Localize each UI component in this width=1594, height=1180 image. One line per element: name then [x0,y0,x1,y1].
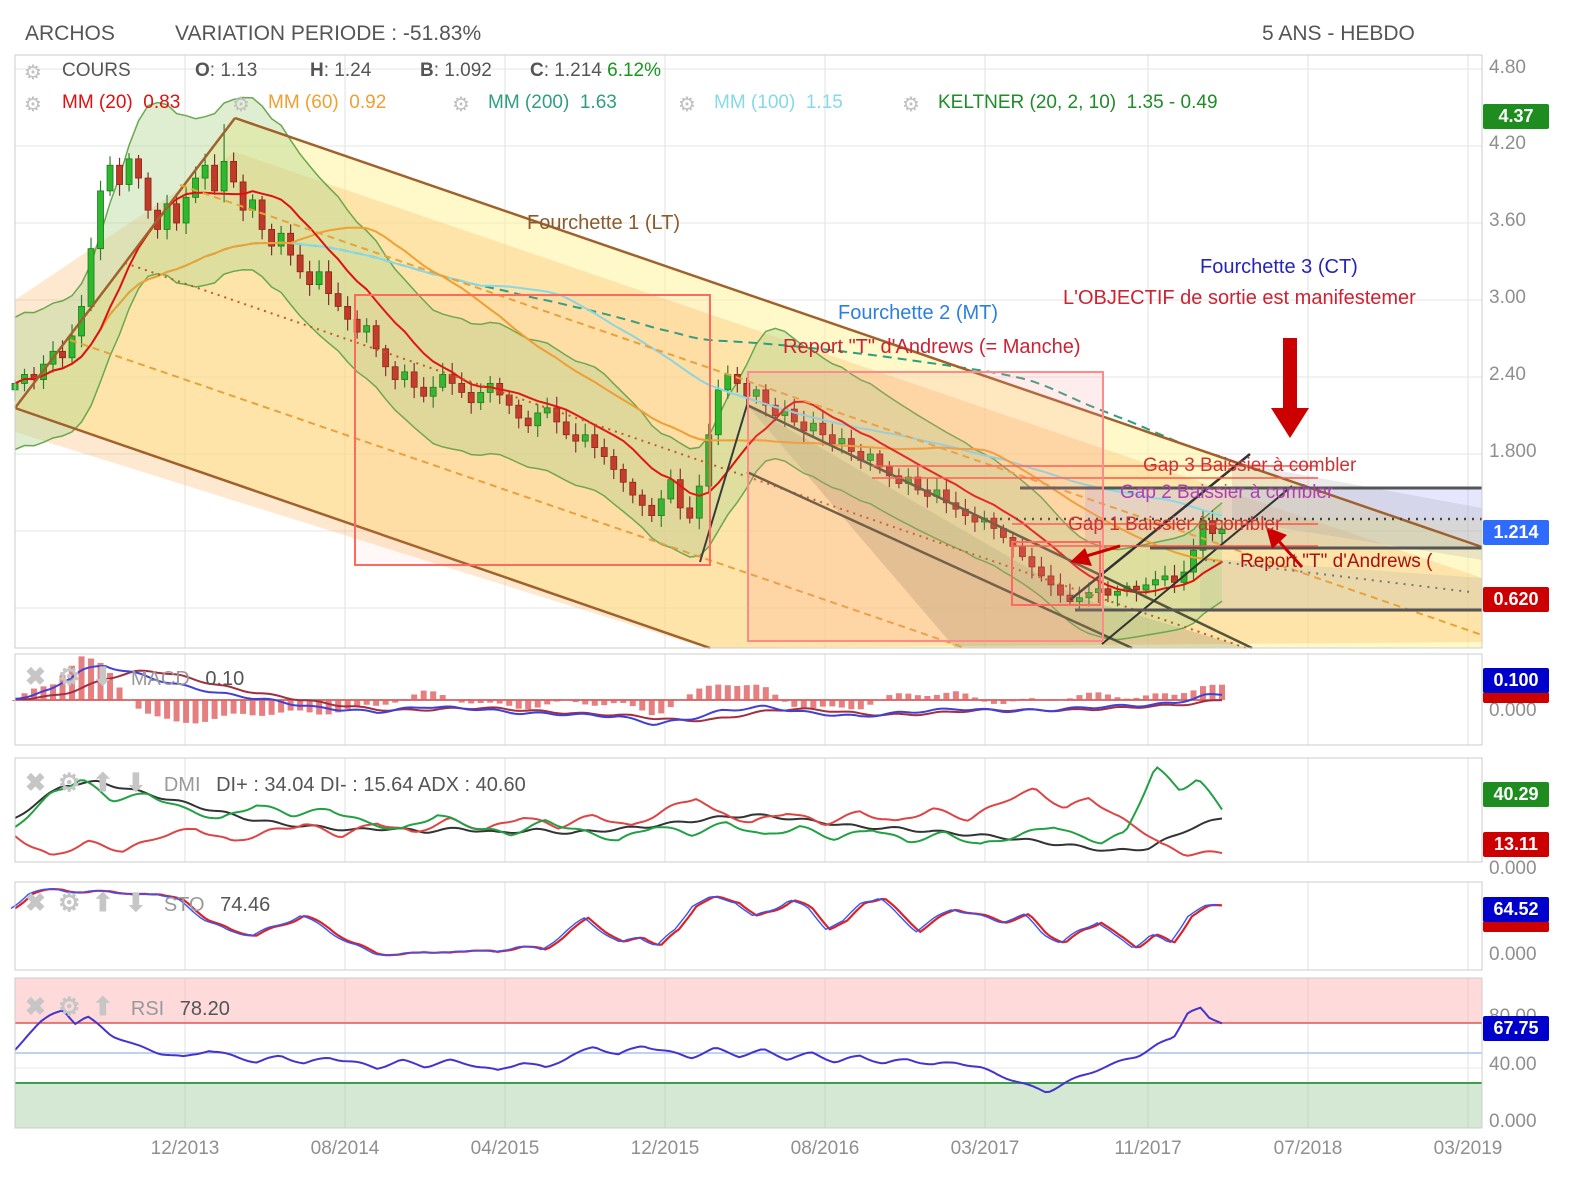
cours-label: COURS [62,60,131,81]
axis-value-label: 0.000 [1489,944,1537,965]
close-value: : 1.214 [543,60,602,81]
value-badge: 1.214 [1483,520,1549,545]
low-value: : 1.092 [433,60,492,81]
x-axis-label: 07/2018 [1273,1138,1343,1159]
open-value: : 1.13 [209,60,258,81]
macd-label: MACD [130,668,190,690]
rsi-arrow-up-icon[interactable]: ⬆ [92,993,114,1021]
high-value: : 1.24 [323,60,372,81]
dmi-close-icon[interactable]: ✖ [25,769,46,797]
mm60-legend: MM (60) 0.92 [268,92,387,113]
macd-value: 0.10 [205,668,245,690]
axis-value-label: 0.000 [1489,1111,1537,1132]
sto-gear-icon[interactable]: ⚙ [57,889,81,917]
sto-panel-header: ✖ ⚙ ⬆ ⬇ STO 74.46 [25,888,270,918]
axis-value-label: 40.00 [1489,1054,1537,1075]
axis-value-label: 3.00 [1489,287,1526,308]
mm100-legend: MM (100) 1.15 [714,92,843,113]
dmi-label: DMI [163,774,201,796]
dmi-values: DI+ : 34.04 DI- : 15.64 ADX : 40.60 [216,774,526,796]
close-label: C [530,60,544,81]
value-badge: 64.52 [1483,897,1549,922]
x-axis-label: 08/2014 [310,1138,380,1159]
value-badge: 13.11 [1483,832,1549,857]
mm20-legend: MM (20) 0.83 [62,92,181,113]
macd-gear-icon[interactable]: ⚙ [57,663,81,691]
value-badge: 4.37 [1483,104,1549,129]
value-badge-strip [1483,692,1549,703]
axis-value-label: 0.000 [1489,858,1537,879]
low-label: B [420,60,434,81]
change-percent: 6.12% [607,60,661,81]
dmi-arrow-down-icon[interactable]: ⬇ [125,769,147,797]
x-axis-label: 12/2013 [150,1138,220,1159]
value-badge: 67.75 [1483,1016,1549,1041]
macd-arrow-down-icon[interactable]: ⬇ [92,663,114,691]
axis-value-label: 1.800 [1489,441,1537,462]
keltner-settings-icon[interactable]: ⚙ [902,94,920,116]
macd-panel-header: ✖ ⚙ ⬇ MACD 0.10 [25,662,244,692]
sto-value: 74.46 [220,894,271,916]
rsi-value: 78.20 [179,998,230,1020]
mm200-legend: MM (200) 1.63 [488,92,617,113]
cours-settings-icon[interactable]: ⚙ [24,62,42,84]
rsi-close-icon[interactable]: ✖ [25,993,46,1021]
sto-arrow-up-icon[interactable]: ⬆ [92,889,114,917]
value-badge: 0.100 [1483,668,1549,693]
mm20-settings-icon[interactable]: ⚙ [24,94,42,116]
value-badge-strip [1483,921,1549,932]
rsi-gear-icon[interactable]: ⚙ [57,993,81,1021]
x-axis-label: 12/2015 [630,1138,700,1159]
x-axis-label: 08/2016 [790,1138,860,1159]
macd-close-icon[interactable]: ✖ [25,663,46,691]
rsi-label: RSI [130,998,165,1020]
sto-close-icon[interactable]: ✖ [25,889,46,917]
keltner-legend: KELTNER (20, 2, 10) 1.35 - 0.49 [938,92,1218,113]
x-axis-label: 03/2019 [1433,1138,1503,1159]
axis-value-label: 4.80 [1489,57,1526,78]
rsi-panel-header: ✖ ⚙ ⬆ RSI 78.20 [25,992,230,1022]
sto-arrow-down-icon[interactable]: ⬇ [125,889,147,917]
period-variation: VARIATION PERIODE : -51.83% [175,22,482,45]
dmi-gear-icon[interactable]: ⚙ [57,769,81,797]
value-badge: 0.620 [1483,587,1549,612]
axis-value-label: 3.60 [1489,210,1526,231]
timeframe-label: 5 ANS - HEBDO [1262,22,1415,45]
mm100-settings-icon[interactable]: ⚙ [678,94,696,116]
mm60-settings-icon[interactable]: ⚙ [232,94,250,116]
high-label: H [310,60,324,81]
symbol-title: ARCHOS [25,22,115,45]
value-badge: 40.29 [1483,782,1549,807]
dmi-panel-header: ✖ ⚙ ⬆ ⬇ DMI DI+ : 34.04 DI- : 15.64 ADX : 4… [25,768,526,798]
axis-value-label: 4.20 [1489,133,1526,154]
axis-value-label: 2.40 [1489,364,1526,385]
x-axis-label: 04/2015 [470,1138,540,1159]
axis-value-label: 0.000 [1489,700,1537,721]
open-label: O [195,60,210,81]
dmi-arrow-up-icon[interactable]: ⬆ [92,769,114,797]
mm200-settings-icon[interactable]: ⚙ [452,94,470,116]
sto-label: STO [163,894,205,916]
x-axis-label: 11/2017 [1114,1138,1182,1159]
x-axis-label: 03/2017 [950,1138,1020,1159]
